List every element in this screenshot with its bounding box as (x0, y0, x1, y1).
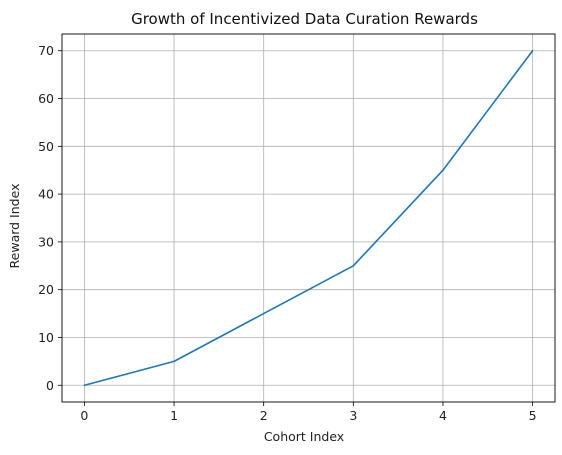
x-tick-label: 3 (349, 408, 357, 423)
chart-title: Growth of Incentivized Data Curation Rew… (131, 10, 478, 28)
x-tick-label: 0 (80, 408, 88, 423)
y-tick-label: 40 (38, 187, 54, 202)
y-tick-label: 50 (38, 139, 54, 154)
y-tick-label: 70 (38, 43, 54, 58)
x-tick-label: 2 (260, 408, 268, 423)
series-layer (83, 49, 534, 387)
x-tick-label: 1 (170, 408, 178, 423)
y-tick-label: 0 (46, 378, 54, 393)
y-tick-label: 30 (38, 234, 54, 249)
x-axis-label: Cohort Index (264, 429, 344, 444)
y-axis-label: Reward Index (7, 184, 22, 269)
y-tick-label: 60 (38, 91, 54, 106)
series-line (83, 49, 534, 387)
x-tick-label: 4 (439, 408, 447, 423)
plot-frame (61, 33, 556, 403)
x-tick-label: 5 (529, 408, 537, 423)
y-tick-label: 10 (38, 330, 54, 345)
y-tick-label: 20 (38, 282, 54, 297)
grid (62, 34, 555, 402)
